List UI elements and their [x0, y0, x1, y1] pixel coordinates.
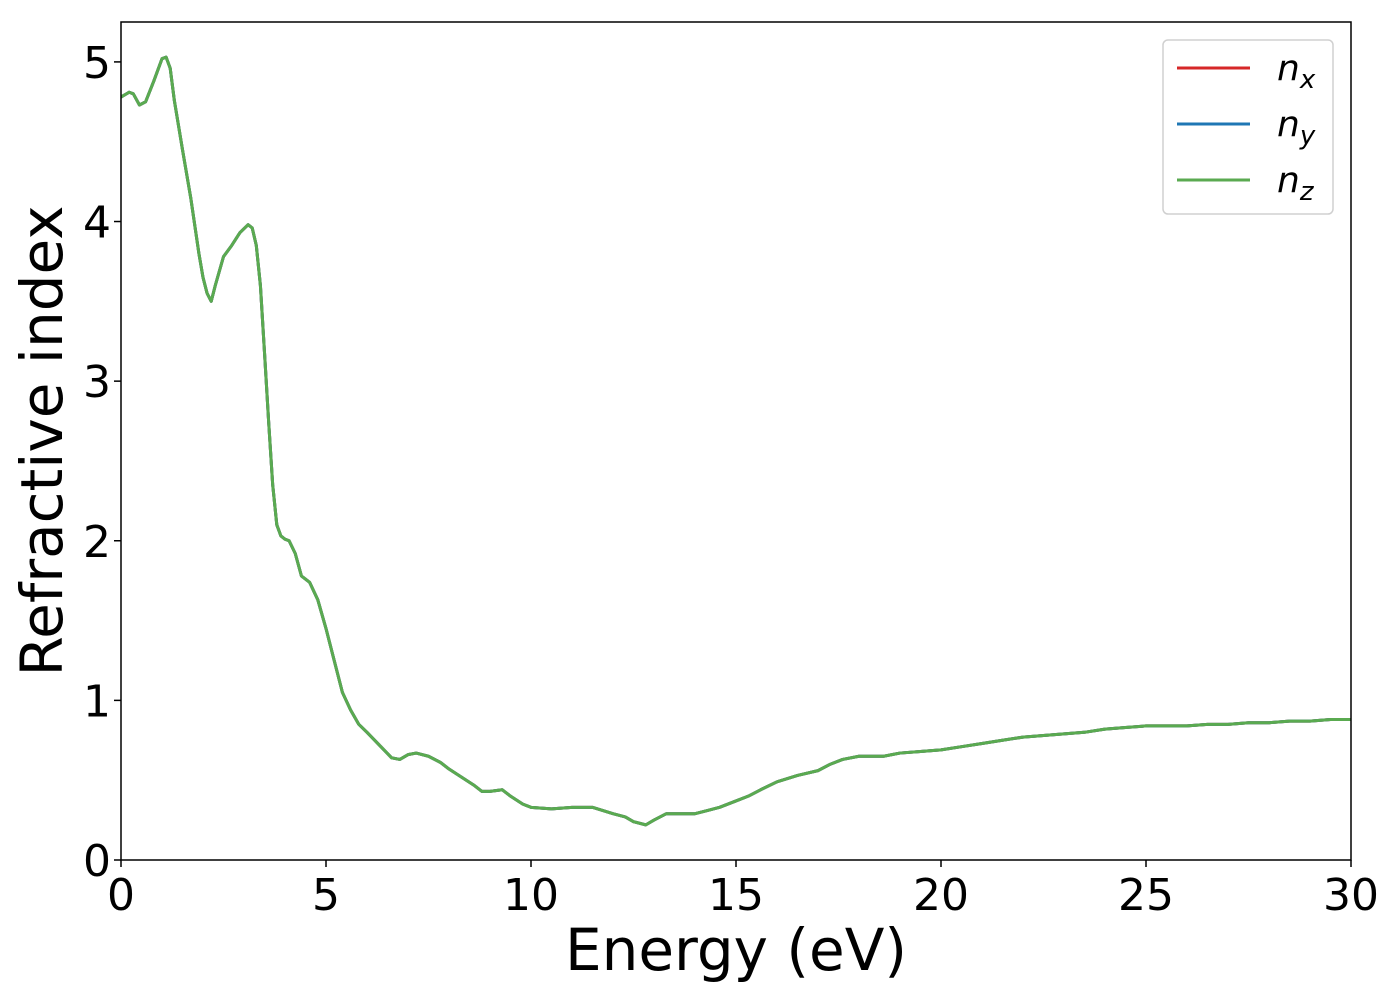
x-tick-label: 10 [503, 870, 559, 921]
y-tick-label: 1 [83, 676, 111, 727]
x-axis-label: Energy (eV) [565, 916, 907, 984]
y-tick-label: 0 [83, 836, 111, 887]
series-line-n-z [121, 55, 1351, 827]
legend-label: nx [1277, 48, 1316, 95]
y-axis: 0 1 2 3 4 5 [83, 38, 121, 887]
x-tick-label: 25 [1118, 870, 1174, 921]
y-tick-label: 3 [83, 357, 111, 408]
legend-label-base: n [1277, 160, 1300, 201]
y-axis-label: Refractive index [8, 205, 76, 676]
legend-label: nz [1277, 160, 1315, 207]
legend-box [1162, 39, 1334, 215]
legend-label-subscript: x [1299, 65, 1316, 95]
legend-label-base: n [1277, 104, 1300, 145]
plot-area [121, 55, 1351, 827]
x-axis: 0 5 10 15 20 25 30 [107, 860, 1379, 921]
x-tick-label: 0 [107, 870, 135, 921]
legend-label-subscript: y [1299, 121, 1316, 151]
x-tick-label: 30 [1323, 870, 1379, 921]
legend-label-subscript: z [1299, 177, 1315, 207]
y-tick-label: 4 [83, 198, 111, 249]
x-tick-label: 15 [708, 870, 764, 921]
legend-label: ny [1277, 104, 1316, 151]
y-tick-label: 2 [83, 517, 111, 568]
legend-label-base: n [1277, 48, 1300, 89]
x-tick-label: 5 [312, 870, 340, 921]
x-tick-label: 20 [913, 870, 969, 921]
y-tick-label: 5 [83, 38, 111, 89]
